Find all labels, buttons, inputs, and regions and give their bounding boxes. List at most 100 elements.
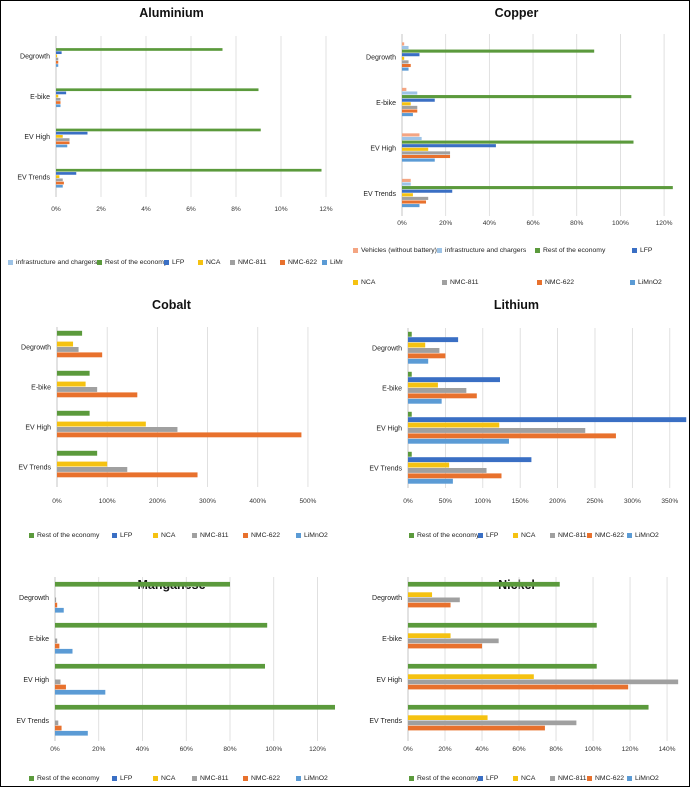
- legend-item-rest-of-the-economy: Rest of the economy: [409, 775, 479, 782]
- y-category-label: EV High: [376, 426, 402, 433]
- bar-nca: [408, 342, 426, 348]
- x-tick-label: 20%: [439, 220, 452, 227]
- x-tick-label: 0%: [403, 498, 413, 505]
- bar-infrastructure-and-chargers: [402, 45, 409, 50]
- legend-swatch: [409, 533, 414, 538]
- legend-label: LFP: [486, 532, 499, 539]
- bar-rest-of-the-economy: [56, 48, 223, 51]
- legend-swatch: [587, 776, 592, 781]
- legend-swatch: [8, 260, 13, 265]
- bar-rest-of-the-economy: [57, 410, 90, 416]
- bar-rest-of-the-economy: [56, 168, 322, 172]
- chart-lithium: Lithium 0% 50% 100% 150% 200% 250% 300% 350% Deg…: [345, 292, 688, 542]
- legend-swatch: [442, 280, 447, 285]
- legend-swatch: [537, 280, 542, 285]
- legend-swatch: [409, 776, 414, 781]
- legend-item-nmc-811: NMC-811: [550, 775, 587, 782]
- bar-limno2: [402, 158, 435, 162]
- legend-swatch: [296, 776, 301, 781]
- legend-label: LiMnO2: [304, 775, 328, 782]
- y-category-label: EV High: [23, 677, 49, 684]
- legend-label: NMC-622: [595, 532, 625, 539]
- bar-rest-of-the-economy: [402, 49, 595, 53]
- legend-swatch: [587, 533, 592, 538]
- legend-swatch: [243, 533, 248, 538]
- bar-nmc-622: [402, 63, 411, 68]
- legend-swatch: [322, 260, 327, 265]
- bar-nmc-811: [56, 178, 63, 182]
- x-tick-label: 300%: [624, 498, 641, 505]
- legend-item-nmc-622: NMC-622: [587, 532, 624, 539]
- y-category-label: Degrowth: [372, 595, 402, 602]
- bar-rest-of-the-economy: [402, 95, 632, 99]
- bar-rest-of-the-economy: [56, 88, 259, 92]
- bar-limno2: [56, 64, 59, 67]
- y-category-label: Degrowth: [20, 54, 50, 61]
- bar-infrastructure-and-chargers: [402, 182, 411, 186]
- legend-item-nmc-811: NMC-811: [192, 775, 229, 782]
- y-category-label: Degrowth: [19, 595, 49, 602]
- legend-swatch: [478, 776, 483, 781]
- bar-nmc-622: [408, 725, 545, 731]
- bar-nmc-622: [402, 109, 418, 113]
- legend-label: LiMnO2: [635, 532, 659, 539]
- legend-item-rest-of-the-economy: Rest of the economy: [29, 775, 99, 782]
- legend-label: LFP: [486, 775, 499, 782]
- chart-title: Lithium: [493, 298, 540, 312]
- x-tick-label: 60%: [526, 220, 539, 227]
- legend-swatch: [112, 776, 117, 781]
- bar-nca: [408, 633, 451, 638]
- legend-swatch: [192, 776, 197, 781]
- bar-limno2: [408, 398, 442, 404]
- x-tick-label: 100%: [99, 498, 116, 505]
- legend-label: LFP: [172, 259, 185, 266]
- legend-label: infrastructure and chargers: [445, 247, 527, 254]
- bar-nmc-811: [57, 427, 178, 432]
- bar-limno2: [402, 204, 420, 208]
- bar-nmc-622: [57, 352, 103, 358]
- bar-nmc-811: [408, 388, 467, 393]
- legend-swatch: [478, 533, 483, 538]
- legend-item-nca: NCA: [153, 532, 175, 539]
- bar-nmc-811: [57, 467, 128, 472]
- bar-nmc-811: [408, 720, 577, 726]
- bar-vehicles-without-battery: [402, 42, 405, 46]
- legend-swatch: [164, 260, 169, 265]
- legend-label: Rest of the economy: [417, 775, 480, 782]
- legend-swatch: [550, 776, 555, 781]
- bar-nmc-622: [56, 101, 61, 104]
- bar-rest-of-the-economy: [408, 371, 412, 377]
- bar-rest-of-the-economy: [408, 411, 412, 417]
- bar-nca: [408, 462, 450, 468]
- legend-label: NCA: [206, 259, 221, 266]
- x-tick-label: 0%: [397, 220, 407, 227]
- chart-manganese: Manganese 0%20%40%60%80%100%120%Degrowth…: [0, 572, 343, 785]
- x-tick-label: 20%: [438, 746, 451, 753]
- bar-lfp: [402, 98, 435, 102]
- legend-label: Rest of the economy: [105, 259, 168, 266]
- bar-nca: [408, 715, 488, 720]
- bar-nmc-811: [408, 679, 679, 685]
- bar-nca: [402, 193, 413, 197]
- legend-label: NMC-622: [595, 775, 625, 782]
- legend-swatch: [280, 260, 285, 265]
- x-tick-label: 4%: [141, 206, 151, 213]
- bar-rest-of-the-economy: [55, 622, 268, 628]
- x-tick-label: 8%: [231, 206, 241, 213]
- legend-item-lfp: LFP: [478, 532, 498, 539]
- legend-item-rest-of-the-economy: Rest of the economy: [409, 532, 479, 539]
- legend-item-infrastructure-and-chargers: infrastructure and chargers: [8, 259, 97, 266]
- bar-nmc-811: [56, 57, 59, 61]
- y-category-label: EV Trends: [17, 174, 50, 181]
- legend-swatch: [353, 248, 358, 253]
- legend-item-lfp: LFP: [478, 775, 498, 782]
- bar-rest-of-the-economy: [408, 331, 412, 337]
- bar-lfp: [402, 53, 420, 57]
- legend-item-nca: NCA: [513, 775, 535, 782]
- legend-label: LiMnO2: [330, 259, 343, 266]
- legend-label: Rest of the economy: [417, 532, 480, 539]
- x-tick-label: 100%: [265, 746, 282, 753]
- legend-item-nca: NCA: [353, 279, 375, 286]
- legend-swatch: [29, 533, 34, 538]
- x-tick-label: 150%: [512, 498, 529, 505]
